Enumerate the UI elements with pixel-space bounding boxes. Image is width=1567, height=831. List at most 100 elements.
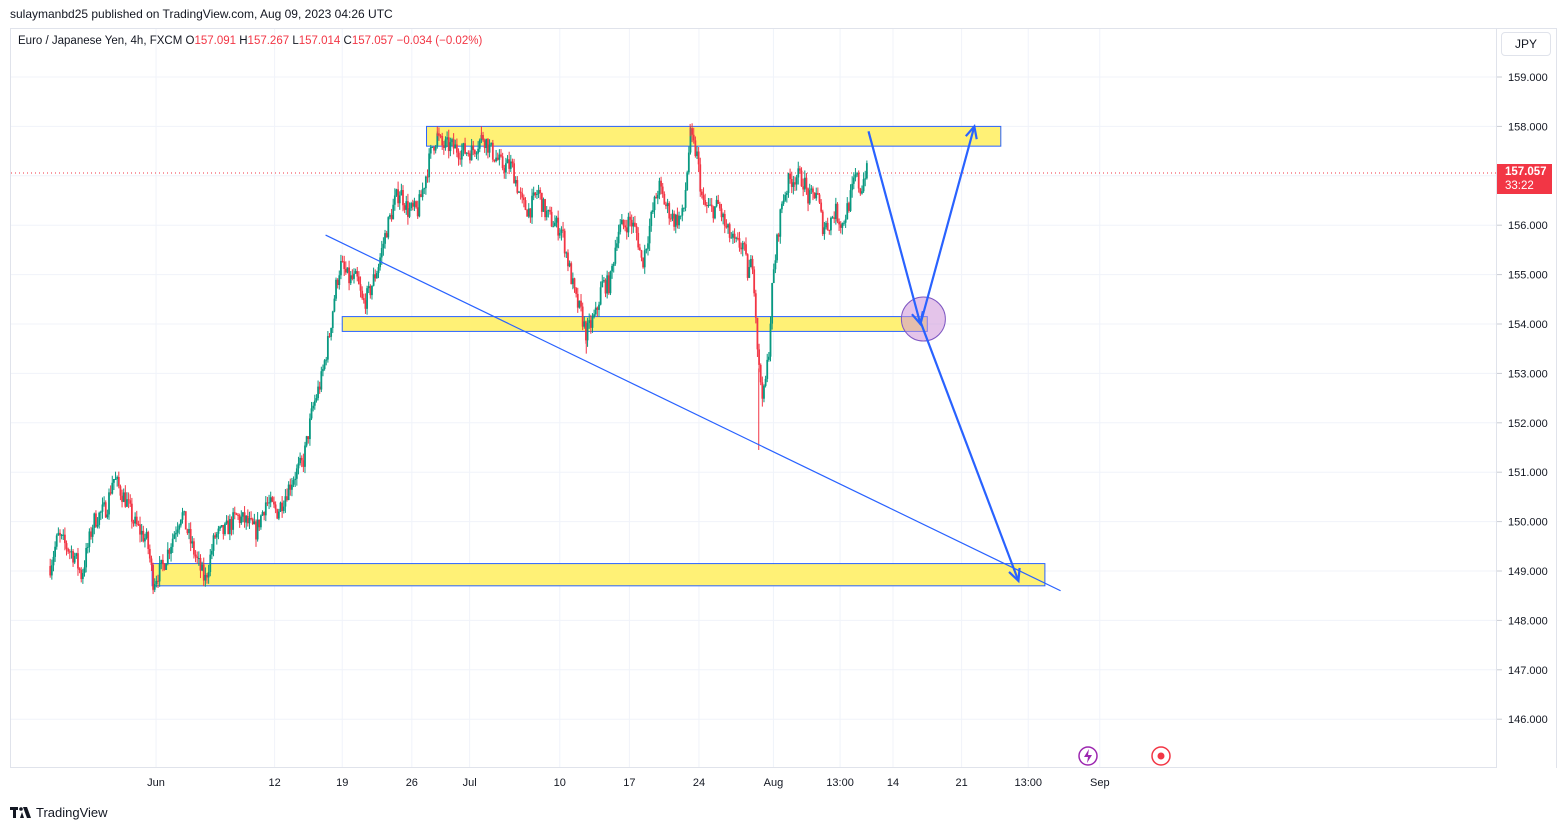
candle-body (603, 280, 605, 282)
high-value: 157.267 (247, 35, 290, 47)
candle-body (160, 559, 163, 564)
candle-body (478, 139, 481, 149)
candle-body (570, 263, 573, 285)
candle-body (178, 525, 181, 530)
candle-body (627, 216, 630, 233)
candle-body (176, 529, 179, 533)
candle-body (277, 511, 280, 519)
candle-body (354, 271, 357, 274)
candle-body (374, 274, 377, 279)
candle-body (526, 209, 529, 217)
candle-body (833, 217, 836, 219)
candle-body (759, 364, 762, 383)
x-axis-ticks: Jun 12 19 26 Jul 10 17 24 Aug 13:00 14 21 13:00 Sep (147, 777, 1109, 789)
candle-body (549, 209, 551, 212)
candle-body (59, 532, 61, 536)
candle-body (816, 193, 819, 195)
candle-body (184, 511, 187, 530)
candle-body (292, 480, 295, 485)
candle-body (96, 524, 99, 527)
candle-body (328, 336, 331, 338)
candle-body (148, 548, 151, 559)
candle-body (560, 229, 563, 233)
candle-body (346, 267, 349, 273)
candle-body (349, 275, 352, 284)
candle-body (145, 532, 148, 539)
candle-body (464, 143, 466, 154)
candle-body (558, 232, 561, 236)
candle-body (166, 549, 169, 564)
candle-body (710, 204, 713, 207)
y-tick-label: 152.000 (1508, 418, 1548, 430)
candle-body (300, 457, 303, 461)
candle-body (255, 521, 257, 540)
candle-body (813, 192, 816, 199)
price-axis[interactable] (1497, 28, 1557, 768)
candle-body (521, 193, 524, 198)
candle-body (483, 140, 486, 149)
candle-body (338, 275, 341, 285)
candle-body (498, 154, 501, 160)
candle-body (246, 515, 249, 524)
candle-body (456, 144, 458, 153)
candle-body (803, 177, 806, 190)
currency-button[interactable]: JPY (1501, 32, 1551, 56)
candle-body (571, 278, 574, 285)
candle-body (313, 400, 316, 406)
candle-body (808, 190, 811, 204)
candle-body (444, 139, 447, 148)
candle-body (821, 211, 824, 235)
candle-body (563, 230, 566, 254)
candle-body (62, 534, 65, 536)
candle-body (433, 146, 435, 151)
candle-body (232, 512, 235, 530)
candle-body (763, 385, 765, 399)
candle-body (289, 484, 292, 490)
candle-body (235, 513, 238, 515)
candle-body (407, 201, 409, 217)
candle-body (222, 525, 225, 535)
candle-body (276, 509, 279, 519)
candle-body (57, 532, 60, 536)
candle-body (565, 252, 568, 254)
candle-body (447, 137, 450, 152)
candle-body (601, 281, 604, 288)
candle-body (501, 156, 504, 169)
candle-body (720, 208, 723, 218)
candle-body (696, 151, 698, 156)
candle-body (578, 300, 581, 308)
candle-body (140, 530, 143, 535)
candle-body (694, 140, 697, 156)
candle-body (70, 551, 73, 553)
candle-body (111, 482, 114, 494)
candle-body (751, 258, 754, 270)
candle-body (774, 260, 777, 270)
candle-body (426, 176, 429, 178)
candle-body (52, 556, 55, 566)
footer-brand[interactable]: TradingView (10, 805, 108, 820)
candle-body (488, 144, 491, 153)
candle-body (367, 286, 370, 289)
candle-body (264, 502, 267, 516)
candle-body (771, 283, 774, 324)
y-tick-label: 150.000 (1508, 517, 1548, 529)
candle-body (356, 271, 359, 277)
chart-pane[interactable] (10, 28, 1497, 768)
candle-body (750, 258, 752, 268)
candle-body (767, 356, 770, 360)
candle-body (116, 476, 119, 479)
candle-body (699, 164, 702, 192)
candle-body (725, 225, 728, 228)
candle-body (632, 222, 635, 227)
candle-body (781, 203, 783, 210)
candle-body (408, 208, 411, 217)
candle-body (271, 497, 274, 502)
candle-body (310, 408, 313, 419)
y-tick-label: 158.000 (1508, 121, 1548, 133)
candle-body (227, 520, 230, 535)
candle-body (782, 200, 785, 204)
tradingview-logo-icon (10, 806, 31, 818)
candle-body (297, 463, 300, 469)
candle-body (204, 574, 207, 581)
